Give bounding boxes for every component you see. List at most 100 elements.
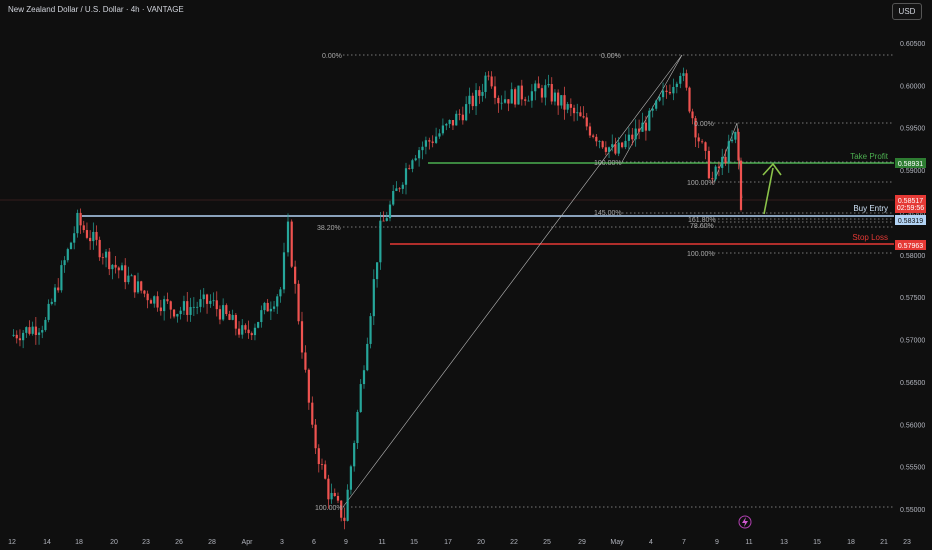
candle-body: [276, 296, 279, 307]
candle: [82, 220, 85, 233]
candle-body: [704, 142, 707, 151]
candle-body: [588, 126, 592, 136]
candle: [330, 483, 333, 504]
candle-body: [544, 85, 547, 98]
candle-body: [356, 411, 359, 444]
candle: [189, 297, 192, 322]
time-tick-label: 20: [110, 539, 118, 546]
candle-body: [582, 116, 585, 118]
candle: [53, 283, 57, 306]
candle: [73, 226, 76, 250]
candle: [31, 321, 34, 336]
candle: [648, 107, 651, 132]
candle-body: [697, 137, 700, 142]
candle: [739, 157, 743, 212]
candle-body: [182, 301, 186, 311]
candle-body: [601, 141, 604, 148]
time-tick-label: 14: [43, 539, 51, 546]
candle: [520, 79, 523, 106]
candle-body: [503, 99, 507, 103]
candle: [468, 87, 471, 114]
candle: [98, 236, 101, 261]
price-scale[interactable]: 0.60500 0.60000 0.59500 0.59000 0.58500 0.580…: [900, 41, 925, 514]
lightning-icon[interactable]: [738, 515, 752, 529]
candle: [569, 98, 572, 117]
candle: [493, 76, 497, 105]
candle-body: [186, 301, 189, 315]
candle: [375, 262, 379, 288]
candle-body: [37, 332, 41, 335]
candle-body: [63, 260, 66, 266]
candle-body: [189, 307, 192, 315]
candle: [481, 83, 484, 102]
candle-body: [614, 144, 617, 154]
candle-body: [89, 237, 92, 242]
symbol-title[interactable]: New Zealand Dollar / U.S. Dollar · 4h · …: [8, 5, 184, 14]
candle-body: [234, 314, 237, 329]
candle: [598, 140, 601, 149]
candle-body: [166, 299, 169, 302]
candle-body: [471, 95, 474, 107]
candle-body: [311, 402, 314, 425]
candle-body: [398, 188, 401, 190]
candle: [79, 208, 82, 234]
candle: [490, 71, 493, 89]
candle-body: [127, 275, 130, 283]
candle: [336, 492, 340, 504]
price-tick-label: 0.59000: [900, 168, 925, 175]
candle-body: [651, 108, 654, 111]
candle: [451, 119, 455, 131]
candle: [631, 127, 634, 146]
candle-body: [694, 118, 697, 138]
candle-body: [228, 314, 231, 320]
candle-body: [679, 75, 682, 84]
candle-body: [553, 92, 557, 102]
candle: [117, 266, 120, 279]
candle-body: [585, 117, 588, 127]
candle: [497, 95, 500, 113]
candle-body: [411, 160, 414, 169]
candle-body: [297, 283, 300, 322]
price-tick-label: 0.57500: [900, 295, 925, 302]
last-price-text: 0.58517: [898, 198, 923, 205]
candle: [424, 136, 427, 155]
candle-body: [392, 191, 395, 205]
candle: [343, 507, 346, 530]
candle: [714, 164, 717, 182]
candle-body: [691, 111, 694, 119]
candle-body: [514, 89, 517, 105]
candle: [250, 331, 253, 341]
time-tick-label: 11: [378, 539, 385, 546]
candle: [346, 484, 349, 522]
candle-body: [465, 104, 468, 121]
candle-body: [196, 306, 199, 308]
candle-body: [15, 334, 18, 339]
candle: [717, 162, 721, 177]
candle-body: [560, 95, 563, 106]
time-tick-label: 18: [847, 539, 855, 546]
candle: [314, 419, 317, 454]
candle-body: [237, 328, 241, 335]
candle-body: [734, 131, 737, 140]
stop-loss-price-text: 0.57963: [898, 243, 923, 250]
candle: [340, 500, 343, 522]
candle-body: [60, 265, 63, 291]
candle: [579, 106, 582, 117]
candle-body: [117, 267, 120, 271]
candle-body: [621, 142, 624, 148]
fib-lines: [343, 54, 894, 508]
candle: [414, 154, 417, 162]
candle: [111, 263, 114, 280]
candle-body: [272, 306, 276, 309]
candle: [582, 106, 585, 119]
time-tick-label: 12: [8, 539, 16, 546]
time-tick-label: 28: [208, 539, 216, 546]
candle: [514, 87, 517, 108]
currency-button[interactable]: USD: [892, 3, 922, 20]
time-axis[interactable]: 12 14 18 20 23 26 28 Apr 3 6 9 11 15 17 20 22 25 29 May 4 7 9…: [8, 539, 911, 546]
candle-body: [133, 275, 136, 293]
candle-body: [314, 424, 317, 449]
candle-body: [73, 233, 76, 243]
candle: [540, 84, 544, 103]
